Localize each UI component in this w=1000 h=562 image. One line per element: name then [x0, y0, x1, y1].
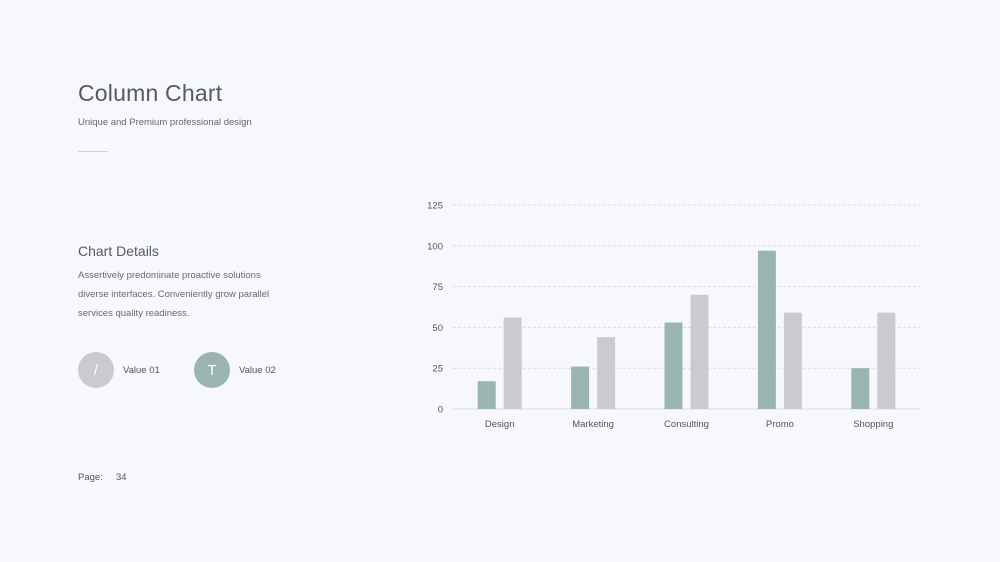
- y-tick-label: 125: [427, 201, 443, 212]
- page-number: 34: [116, 472, 127, 483]
- x-tick-label: Shopping: [853, 419, 893, 430]
- bar-shopping-series-1: [851, 368, 870, 409]
- legend-item-value-02: T Value 02: [194, 352, 276, 388]
- bar-marketing-series-1: [571, 366, 590, 409]
- legend-circle-icon: /: [78, 352, 114, 388]
- legend-circle-icon: T: [194, 352, 230, 388]
- column-chart: 0 25 50 75 100 125 Design Marketing Consulting Pr…: [427, 201, 920, 430]
- x-tick-label: Marketing: [572, 419, 614, 430]
- slide-title: Column Chart: [78, 80, 223, 106]
- page-label: Page:: [78, 472, 103, 483]
- y-tick-label: 25: [432, 364, 443, 375]
- bar-shopping-series-2: [877, 312, 896, 409]
- bar-consulting-series-2: [690, 294, 709, 409]
- y-tick-label: 75: [432, 282, 443, 293]
- y-tick-label: 50: [432, 323, 443, 334]
- slide-subtitle: Unique and Premium professional design: [78, 117, 252, 128]
- chart-details-heading: Chart Details: [78, 243, 159, 259]
- x-tick-label: Promo: [766, 419, 794, 430]
- bar-consulting-series-1: [664, 322, 683, 409]
- bar-design-series-1: [477, 381, 496, 409]
- x-tick-label: Design: [485, 419, 515, 430]
- title-divider: [78, 151, 108, 152]
- legend-label: Value 01: [123, 364, 160, 376]
- y-tick-label: 0: [438, 405, 443, 416]
- legend-label: Value 02: [239, 364, 276, 376]
- bar-promo-series-2: [783, 312, 802, 409]
- x-tick-label: Consulting: [664, 419, 709, 430]
- bar-marketing-series-2: [597, 337, 616, 409]
- y-tick-label: 100: [427, 241, 443, 252]
- legend-item-value-01: / Value 01: [78, 352, 160, 388]
- bar-promo-series-1: [757, 250, 776, 409]
- chart-details-text: Assertively predominate proactive soluti…: [78, 270, 270, 319]
- bar-design-series-2: [503, 317, 522, 409]
